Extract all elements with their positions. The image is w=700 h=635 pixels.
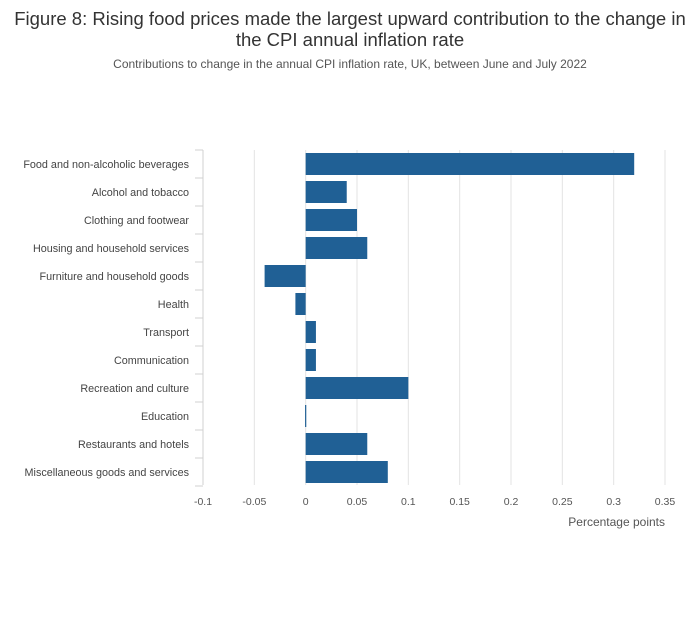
x-tick-label: 0.05 [347,496,368,508]
category-label: Miscellaneous goods and services [25,467,190,479]
bar [305,433,368,455]
bar [305,237,368,259]
x-tick-label: 0.2 [504,496,519,508]
bar [305,377,409,399]
chart-subtitle: Contributions to change in the annual CP… [113,57,587,71]
x-tick-label: -0.1 [194,496,212,508]
bar [295,293,306,315]
category-label: Alcohol and tobacco [92,187,189,199]
bar [305,209,357,231]
category-label: Restaurants and hotels [78,439,190,451]
x-tick-label: 0.1 [401,496,416,508]
x-tick-label: 0.35 [655,496,676,508]
category-label: Housing and household services [33,243,190,255]
bar [305,349,316,371]
x-tick-label: -0.05 [242,496,266,508]
category-label: Food and non-alcoholic beverages [23,159,189,171]
category-label: Communication [114,355,189,367]
bar [305,461,388,483]
bar [305,153,635,175]
category-label: Recreation and culture [80,383,189,395]
chart-title: Figure 8: Rising food prices made the la… [14,8,686,50]
category-label: Clothing and footwear [84,215,189,227]
x-tick-label: 0 [303,496,309,508]
category-label: Education [141,411,189,423]
category-label: Health [158,299,189,311]
x-tick-label: 0.3 [606,496,621,508]
bar [264,265,306,287]
x-tick-label: 0.25 [552,496,573,508]
x-axis-title: Percentage points [568,515,665,529]
category-label: Furniture and household goods [40,271,190,283]
bar [305,405,307,427]
x-tick-label: 0.15 [449,496,470,508]
category-label: Transport [143,327,189,339]
bar [305,181,347,203]
bar [305,321,316,343]
